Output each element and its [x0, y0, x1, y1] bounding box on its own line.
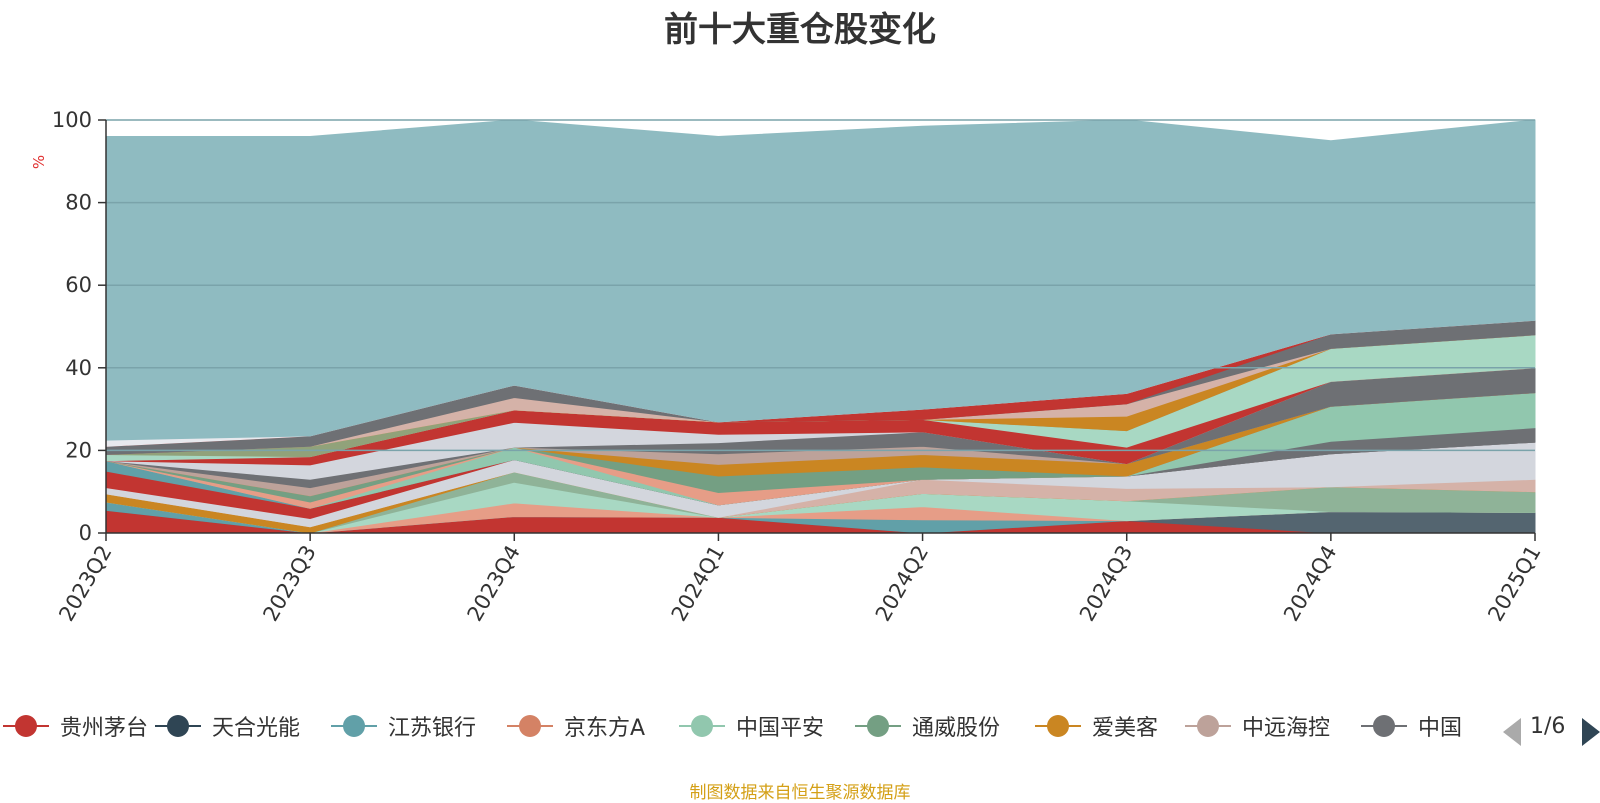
legend: 贵州茅台 天合光能 江苏银行 京东方A 中国平安 通威股份 爱美客 中远海控 中国	[0, 706, 1480, 746]
legend-marker-icon	[676, 706, 728, 746]
legend-item-3[interactable]: 京东方A	[504, 706, 645, 746]
legend-label: 中远海控	[1242, 716, 1331, 741]
y-unit-label: %	[30, 155, 48, 169]
source-note: 制图数据来自恒生聚源数据库	[689, 783, 911, 803]
legend-marker-icon	[504, 706, 556, 746]
x-tick-label-2024Q3: 2024Q3	[1075, 541, 1137, 625]
pager-prev-arrow-icon[interactable]	[1503, 718, 1521, 746]
legend-item-6[interactable]: 爱美客	[1032, 706, 1158, 746]
grid-lines	[106, 119, 1535, 452]
x-tick-label-2023Q3: 2023Q3	[258, 541, 320, 625]
legend-marker-icon	[328, 706, 380, 746]
x-tick-label-2024Q1: 2024Q1	[667, 541, 729, 625]
legend-label: 爱美客	[1092, 716, 1159, 741]
legend-marker-icon	[152, 706, 204, 746]
legend-item-2[interactable]: 江苏银行	[328, 706, 476, 746]
x-tick-label-2025Q1: 2025Q1	[1483, 541, 1545, 625]
axes	[98, 119, 1536, 541]
legend-item-7[interactable]: 中远海控	[1182, 706, 1330, 746]
x-tick-label-2023Q2: 2023Q2	[54, 541, 116, 625]
x-tick-label-2023Q4: 2023Q4	[463, 541, 525, 625]
y-tick-label-0: 0	[79, 521, 92, 545]
pager-text: 1/6	[1530, 714, 1566, 739]
legend-marker-icon	[1358, 706, 1410, 746]
y-tick-label-100: 100	[52, 108, 92, 132]
legend-item-1[interactable]: 天合光能	[152, 706, 300, 746]
legend-marker-icon	[852, 706, 904, 746]
legend-pager: 1/6	[1500, 708, 1600, 748]
pager-next-arrow-icon[interactable]	[1582, 718, 1600, 746]
legend-label: 通威股份	[912, 716, 1001, 741]
legend-label: 天合光能	[212, 716, 301, 741]
legend-marker-icon	[0, 706, 52, 746]
y-tick-labels: 0 20 40 60 80 100	[52, 108, 92, 545]
legend-label: 中国平安	[736, 716, 825, 741]
chart-title: 前十大重仓股变化	[664, 10, 936, 50]
legend-label: 贵州茅台	[60, 716, 149, 741]
x-tick-label-2024Q4: 2024Q4	[1279, 541, 1341, 625]
y-tick-label-60: 60	[65, 273, 92, 297]
y-tick-label-80: 80	[65, 191, 92, 215]
area-series-27	[105, 119, 1536, 441]
legend-marker-icon	[1182, 706, 1234, 746]
legend-item-0[interactable]: 贵州茅台	[0, 706, 148, 746]
x-tick-labels: 2023Q2 2023Q3 2023Q4 2024Q1 2024Q2 2024Q3 2024…	[54, 541, 1545, 625]
series-areas	[105, 119, 1536, 534]
x-tick-label-2024Q2: 2024Q2	[871, 541, 933, 625]
legend-label: 江苏银行	[388, 716, 477, 741]
y-tick-label-20: 20	[65, 438, 92, 462]
legend-item-5[interactable]: 通威股份	[852, 706, 1000, 746]
legend-item-8[interactable]: 中国	[1358, 706, 1462, 746]
y-tick-label-40: 40	[65, 356, 92, 380]
legend-label: 中国	[1418, 716, 1463, 741]
legend-marker-icon	[1032, 706, 1084, 746]
legend-item-4[interactable]: 中国平安	[676, 706, 824, 746]
legend-label: 京东方A	[564, 716, 646, 741]
